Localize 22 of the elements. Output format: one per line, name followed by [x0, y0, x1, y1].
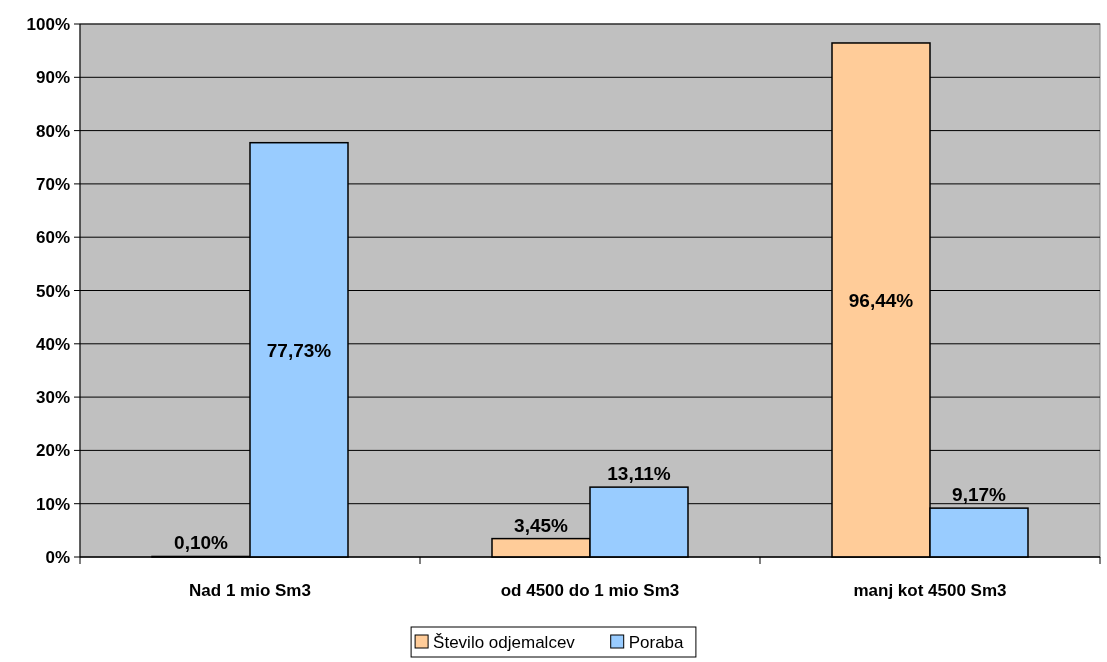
- y-tick-label: 80%: [35, 121, 70, 141]
- legend-label: Število odjemalcev: [433, 633, 576, 652]
- y-tick-label: 20%: [35, 441, 70, 461]
- y-tick-label: 50%: [35, 281, 70, 301]
- data-label: 9,17%: [952, 484, 1007, 506]
- x-tick-label: manj kot 4500 Sm3: [853, 581, 1007, 600]
- y-tick-label: 30%: [35, 388, 70, 408]
- data-label: 0,10%: [174, 532, 229, 554]
- y-tick-label: 0%: [45, 548, 70, 567]
- y-tick-label: 100%: [26, 15, 70, 34]
- y-tick-label: 60%: [35, 228, 70, 248]
- y-tick-label: 10%: [35, 494, 70, 514]
- x-tick-label: od 4500 do 1 mio Sm3: [500, 581, 680, 600]
- data-label: 3,45%: [514, 514, 569, 536]
- data-label: 96,44%: [848, 289, 914, 311]
- data-label: 13,11%: [607, 463, 671, 485]
- legend-label: Poraba: [628, 633, 685, 652]
- y-tick-label: 70%: [35, 174, 70, 194]
- data-label: 77,73%: [266, 339, 332, 361]
- y-tick-label: 40%: [35, 334, 70, 354]
- y-tick-label: 90%: [35, 68, 70, 88]
- x-tick-label: Nad 1 mio Sm3: [189, 581, 311, 600]
